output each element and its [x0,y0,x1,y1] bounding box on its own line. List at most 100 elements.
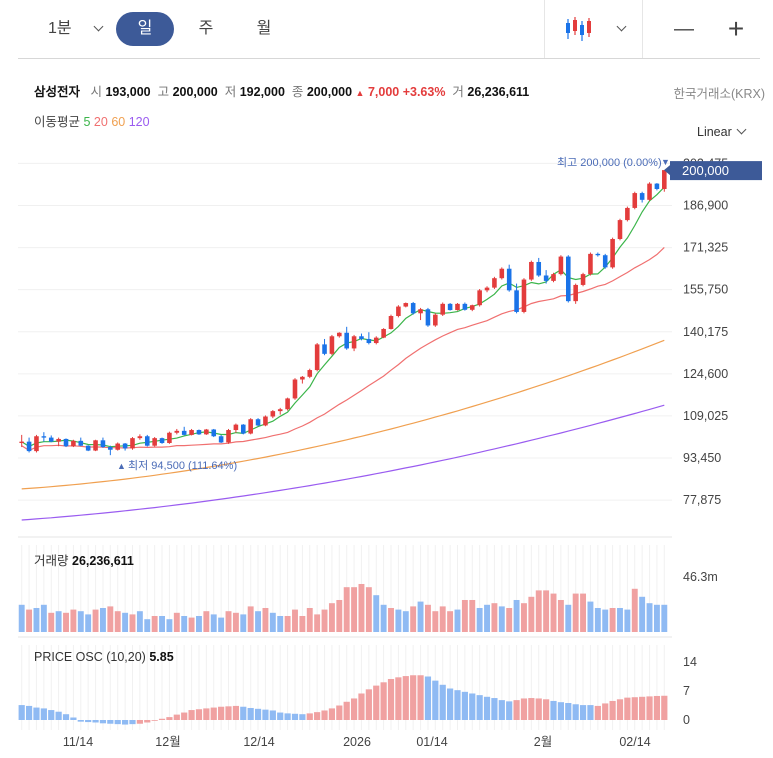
candle [255,418,261,427]
volume-bar [653,604,660,632]
osc-bar [343,701,350,720]
candle-body [543,275,549,281]
volume-bar [602,609,609,632]
candle-body [565,256,571,302]
volume-bar [380,604,387,632]
osc-bar [572,704,579,720]
candle-body [41,436,47,438]
osc-bar [107,720,114,724]
osc-bar [506,701,513,720]
tab-day[interactable]: 일 [116,12,174,46]
osc-bar [565,703,572,720]
tab-week[interactable]: 주 [198,20,214,37]
candle [307,368,313,379]
osc-bar [469,693,476,720]
chart-type-button[interactable] [558,12,642,46]
candle-body [108,447,113,450]
candle [662,170,667,192]
volume-bar [646,603,653,632]
candlestick-icon [566,17,591,41]
volume-bar [26,609,33,632]
osc-bar [277,712,284,720]
volume-bar [240,614,247,632]
candle-body [248,419,253,434]
zoom-in-button[interactable]: + [727,13,745,44]
candle [499,267,505,280]
osc-bar [151,720,158,721]
volume-label: 거 [452,85,464,99]
price-axis-label: 77,875 [683,493,721,507]
volume-bar [580,593,587,632]
candle [433,313,438,327]
candle [529,260,534,281]
candle-body [48,437,54,442]
candle [122,443,128,451]
volume-bar [395,609,402,632]
candle [447,303,453,311]
candle [130,437,135,450]
candle [484,286,490,293]
volume-panel-title: 거래량 [34,554,69,568]
volume-bar [77,611,84,632]
min-price-label: 최저 94,500 (111.64%) [128,459,237,472]
volume-bar [402,611,409,632]
volume-bar [424,604,431,632]
candle [632,191,638,210]
osc-bar [240,706,247,720]
high-label: 고 [157,85,170,99]
volume-bar [314,614,321,632]
ma-period-20: 20 [90,115,108,129]
volume-bar [255,611,262,632]
osc-bar [579,705,587,720]
candle [204,428,209,435]
volume-bar [550,593,557,632]
candle-body [300,376,305,380]
low-label: 저 [224,85,237,99]
candle [211,428,217,438]
scale-mode-dropdown[interactable]: Linear [697,124,747,139]
volume-bar [225,611,232,632]
max-price-label: 최고 200,000 (0.00%) [557,156,662,169]
candle-body [610,239,615,268]
candle [595,252,601,257]
osc-bar [639,696,646,720]
candle [93,439,98,452]
osc-bar [291,713,299,720]
volume-bar [594,607,601,632]
current-price-tag [670,161,762,181]
candle [226,428,231,444]
osc-bar [77,720,84,722]
candle-body [381,328,386,338]
osc-panel-label: PRICE OSC (10,20) 5.85 [34,650,174,664]
volume-bar [136,611,143,632]
ma5-line [21,186,665,448]
volume-bar [461,599,468,632]
volume-bar [506,607,513,632]
osc-bar [631,697,638,720]
tab-month[interactable]: 월 [256,20,272,37]
candle-body [632,193,638,208]
interval-dropdown[interactable]: 1분 [40,12,110,46]
osc-bar [306,713,313,720]
x-axis-label: 11/14 [63,735,93,749]
volume-bar [476,607,483,632]
zoom-out-button[interactable]: — [674,18,694,40]
candle [639,191,645,203]
candle-body [218,436,224,443]
osc-bar [387,678,395,720]
candle [588,252,593,276]
osc-bar [188,710,195,720]
volume-bar [617,607,623,632]
osc-bar [299,714,306,720]
volume-bar [432,611,439,632]
osc-bar [203,708,210,720]
volume-bar [410,606,417,632]
x-axis-label: 2026 [343,735,371,749]
candle-body [418,309,423,314]
candle-body [499,268,505,279]
candle-body [19,441,24,444]
volume-bar [661,604,668,632]
candle [455,303,460,311]
osc-bar [461,691,468,720]
